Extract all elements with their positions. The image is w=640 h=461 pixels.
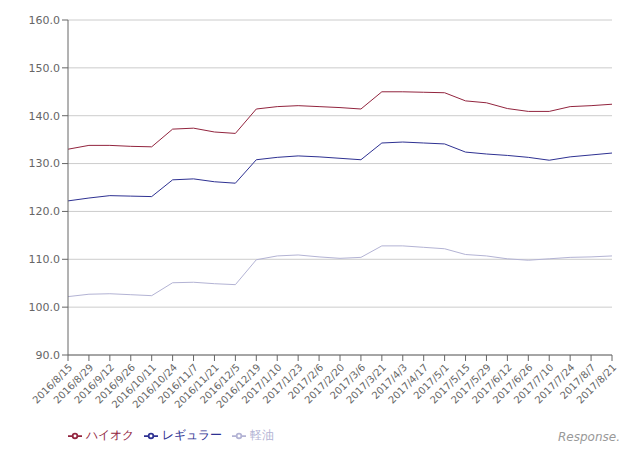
svg-text:120.0: 120.0 xyxy=(29,205,61,218)
svg-text:160.0: 160.0 xyxy=(29,14,61,27)
html-text:Response.: Response. xyxy=(558,430,620,444)
svg-text:130.0: 130.0 xyxy=(29,157,61,170)
svg-text:2017/3/6: 2017/3/6 xyxy=(327,361,368,402)
svg-text:2017/7/24: 2017/7/24 xyxy=(532,361,577,406)
svg-text:2017/3/21: 2017/3/21 xyxy=(344,361,389,406)
svg-text:2016/8/29: 2016/8/29 xyxy=(51,361,96,406)
svg-text:2017/6/12: 2017/6/12 xyxy=(469,361,514,406)
html-text:レギュラー: レギュラー xyxy=(162,428,222,442)
svg-text:2016/12/19: 2016/12/19 xyxy=(214,361,263,411)
svg-text:2017/2/6: 2017/2/6 xyxy=(286,361,326,402)
svg-text:2016/12/5: 2016/12/5 xyxy=(197,361,242,406)
svg-text:2016/9/12: 2016/9/12 xyxy=(72,361,117,406)
svg-text:2016/11/21: 2016/11/21 xyxy=(172,361,221,411)
svg-text:2017/5/15: 2017/5/15 xyxy=(427,361,472,406)
svg-text:90.0: 90.0 xyxy=(36,349,61,362)
svg-text:2016/10/11: 2016/10/11 xyxy=(109,361,159,411)
svg-text:2017/1/23: 2017/1/23 xyxy=(260,361,305,406)
svg-text:2017/7/10: 2017/7/10 xyxy=(511,361,556,406)
svg-text:2017/4/17: 2017/4/17 xyxy=(386,361,431,406)
svg-text:2017/8/21: 2017/8/21 xyxy=(574,362,618,406)
html-text:軽油: 軽油 xyxy=(250,428,274,442)
svg-text:2017/8/7: 2017/8/7 xyxy=(558,361,598,402)
html-text:ハイオク: ハイオク xyxy=(86,428,134,442)
svg-text:2017/5/29: 2017/5/29 xyxy=(448,361,493,406)
svg-text:100.0: 100.0 xyxy=(29,301,61,314)
svg-text:2016/8/15: 2016/8/15 xyxy=(30,361,75,406)
svg-text:2016/11/7: 2016/11/7 xyxy=(155,361,200,406)
svg-text:2017/1/10: 2017/1/10 xyxy=(239,361,284,406)
svg-text:110.0: 110.0 xyxy=(29,253,61,266)
svg-text:2017/4/3: 2017/4/3 xyxy=(369,361,410,402)
svg-text:2016/9/26: 2016/9/26 xyxy=(93,361,138,406)
svg-text:140.0: 140.0 xyxy=(29,110,61,123)
svg-text:2016/10/24: 2016/10/24 xyxy=(130,361,180,411)
svg-text:150.0: 150.0 xyxy=(29,62,61,75)
svg-text:2017/5/1: 2017/5/1 xyxy=(411,361,452,402)
svg-text:2017/6/26: 2017/6/26 xyxy=(490,361,535,406)
svg-text:2017/2/20: 2017/2/20 xyxy=(302,361,347,406)
